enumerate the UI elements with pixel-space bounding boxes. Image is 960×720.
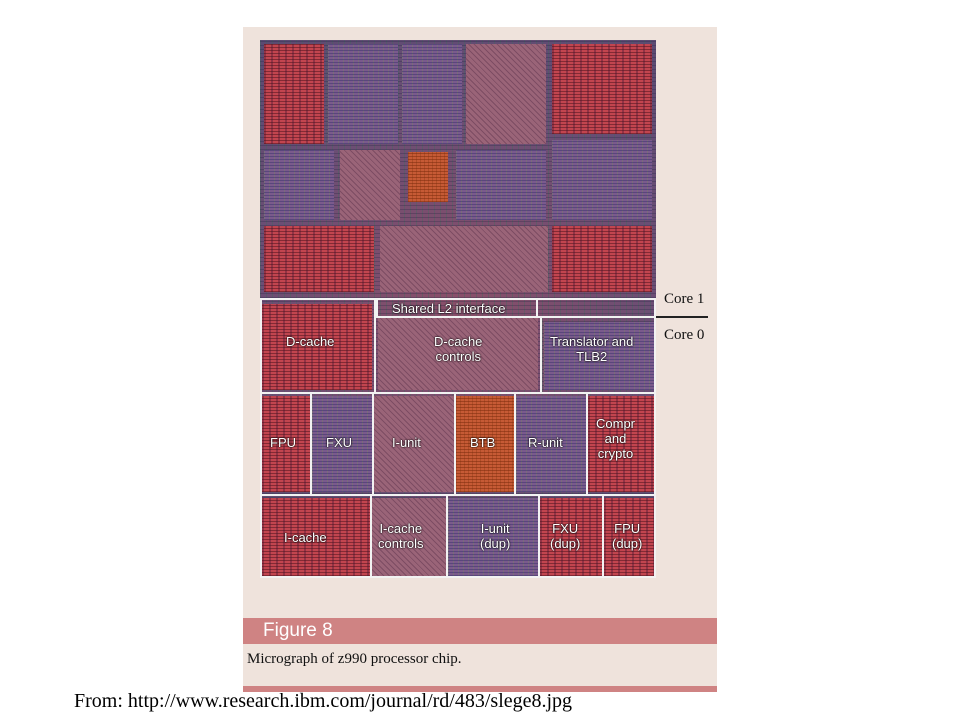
label-icache-controls-line2: controls [378, 536, 424, 551]
label-fpu-dup: FPU (dup) [612, 521, 642, 551]
source-citation: From: http://www.research.ibm.com/journa… [74, 690, 573, 712]
icache-controls-array [372, 498, 446, 576]
figure-title-band [243, 618, 717, 644]
upper-logic-block-8 [380, 226, 548, 292]
upper-btb-block [408, 152, 448, 202]
upper-cache-block-3 [264, 226, 374, 292]
upper-logic-block-6 [456, 150, 546, 220]
label-fpu-dup-line1: FPU [614, 521, 641, 536]
label-runit: R-unit [528, 435, 563, 450]
label-fxu-dup-line2: (dup) [550, 536, 581, 551]
iunit-dup-array [448, 498, 538, 576]
dcache-controls-array [378, 318, 538, 390]
label-icache-controls-line1: I-cache [379, 521, 423, 536]
label-icache-controls: I-cache controls [378, 521, 424, 551]
figure-caption: Micrograph of z990 processor chip. [247, 651, 462, 667]
label-translator-line2: TLB2 [576, 349, 608, 364]
label-compr: Compr and crypto [596, 416, 635, 461]
label-iunit-dup-line2: (dup) [480, 536, 511, 551]
label-btb: BTB [470, 435, 496, 450]
label-shared-l2: Shared L2 interface [392, 301, 506, 316]
translator-array [544, 322, 654, 390]
core-divider-line [656, 316, 708, 318]
upper-logic-block-5 [340, 150, 400, 220]
label-icache: I-cache [284, 530, 327, 545]
label-fpu: FPU [270, 435, 296, 450]
figure-number: Figure 8 [263, 620, 333, 641]
compr-array [588, 396, 654, 492]
label-fxu-dup: FXU (dup) [550, 521, 580, 551]
dcache-array [262, 304, 372, 390]
label-fxu: FXU [326, 435, 352, 450]
upper-logic-block-4 [264, 150, 334, 220]
label-iunit: I-unit [392, 435, 421, 450]
fxu-array [312, 396, 372, 492]
upper-logic-block-1 [328, 44, 398, 144]
label-fpu-dup-line2: (dup) [612, 536, 643, 551]
fxu-dup-array [540, 498, 602, 576]
label-dcache-controls: D-cache controls [434, 334, 482, 364]
upper-logic-block-3 [466, 44, 546, 144]
icache-array [262, 498, 370, 576]
label-dcache: D-cache [286, 334, 335, 349]
label-iunit-dup: I-unit (dup) [480, 521, 510, 551]
core1-label: Core 1 [664, 291, 705, 307]
label-fxu-dup-line1: FXU [552, 521, 579, 536]
upper-cache-block-1 [264, 44, 324, 144]
upper-cache-block-2 [552, 44, 652, 134]
label-translator: Translator and TLB2 [550, 334, 633, 364]
label-compr-line1: Compr [596, 416, 636, 431]
fpu-dup-array [604, 498, 654, 576]
btb-array [456, 396, 514, 492]
label-compr-line3: crypto [597, 446, 634, 461]
label-dcache-controls-line1: D-cache [434, 334, 483, 349]
fpu-dup-outline [602, 494, 656, 578]
upper-logic-block-2 [402, 44, 462, 144]
core0-label: Core 0 [664, 327, 705, 343]
upper-cache-block-4 [552, 226, 652, 292]
label-iunit-dup-line1: I-unit [480, 521, 510, 536]
runit-array [516, 396, 586, 492]
upper-logic-block-7 [552, 140, 652, 220]
chip-micrograph: Shared L2 interface D-cache D-cache cont… [260, 40, 656, 578]
iunit-array [374, 396, 454, 492]
figure-bottom-strip [243, 686, 717, 692]
label-compr-line2: and [604, 431, 627, 446]
label-dcache-controls-line2: controls [435, 349, 481, 364]
fpu-array [262, 396, 310, 492]
label-translator-line1: Translator and [550, 334, 634, 349]
